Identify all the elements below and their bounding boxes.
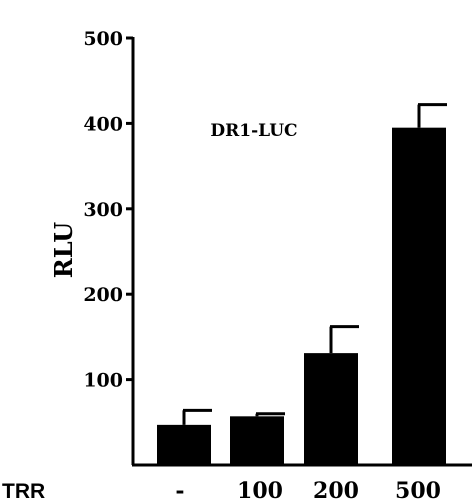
- y-tick-label: 400: [83, 113, 123, 135]
- bars: [157, 103, 447, 466]
- x-row-label: TRR: [2, 480, 45, 503]
- y-tick-label: 300: [83, 199, 123, 221]
- x-tick-label: 100: [237, 478, 283, 504]
- y-tick-label: 200: [83, 284, 123, 306]
- x-tick-label: -: [175, 478, 184, 504]
- y-axis-label: RLU: [49, 222, 78, 279]
- bar: [230, 416, 284, 465]
- bar: [392, 127, 446, 466]
- y-tick-label: 500: [83, 28, 123, 50]
- bar: [157, 424, 211, 465]
- y-tick-label: 100: [83, 370, 123, 392]
- x-tick-label: 500: [395, 478, 441, 504]
- x-tick-label: 200: [313, 478, 359, 504]
- bar: [304, 353, 358, 465]
- chart-annotation: DR1-LUC: [210, 121, 297, 141]
- labels: - 100 200 500: [175, 478, 441, 504]
